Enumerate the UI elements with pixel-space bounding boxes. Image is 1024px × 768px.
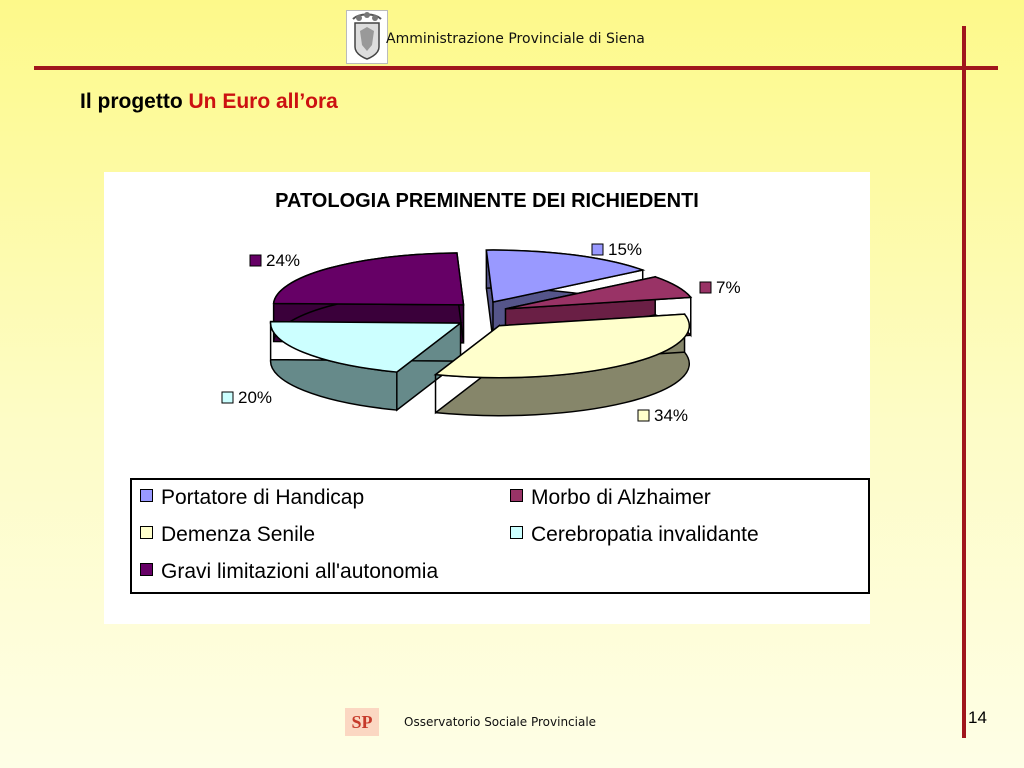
footer-observatory: Osservatorio Sociale Provinciale — [404, 715, 597, 729]
legend-label: Morbo di Alzhaimer — [531, 486, 711, 509]
legend-item-cerebropatia: Cerebropatia invalidante — [510, 523, 759, 547]
data-label: 24% — [266, 251, 300, 270]
title-highlight: Un Euro all’ora — [188, 90, 338, 113]
data-label-swatch — [699, 281, 712, 294]
legend-swatch — [510, 526, 523, 539]
chart-legend: Portatore di Handicap Morbo di Alzhaimer… — [130, 478, 870, 594]
data-label-swatch — [637, 409, 650, 422]
pie-slice — [433, 313, 690, 379]
legend-label: Cerebropatia invalidante — [531, 523, 759, 546]
legend-label: Demenza Senile — [161, 523, 316, 546]
page-title: Il progetto Un Euro all’ora — [80, 90, 338, 114]
header-rule — [34, 66, 998, 70]
legend-swatch — [140, 526, 153, 539]
data-label: 7% — [716, 278, 741, 297]
province-crest-logo — [346, 10, 388, 64]
pie-slice — [272, 252, 465, 306]
osp-logo: SP — [345, 708, 379, 736]
data-label: 34% — [654, 406, 688, 425]
legend-label: Gravi limitazioni all'autonomia — [161, 560, 439, 583]
chart-title: PATOLOGIA PREMINENTE DEI RICHIEDENTI — [275, 190, 699, 212]
legend-label: Portatore di Handicap — [161, 486, 365, 509]
legend-item-demenza: Demenza Senile — [140, 523, 315, 547]
pie-slice — [269, 320, 463, 373]
data-label: 20% — [238, 388, 272, 407]
data-label-swatch — [249, 254, 262, 267]
legend-swatch — [140, 563, 153, 576]
legend-item-alzheimer: Morbo di Alzhaimer — [510, 486, 711, 510]
page-number: 14 — [968, 708, 987, 727]
legend-swatch — [140, 489, 153, 502]
legend-item-gravi: Gravi limitazioni all'autonomia — [140, 560, 438, 584]
pie-chart-canvas: PATOLOGIA PREMINENTE DEI RICHIEDENTI 15%… — [221, 190, 741, 425]
legend-swatch — [510, 489, 523, 502]
title-main: Il progetto — [80, 90, 189, 113]
vertical-rule — [962, 26, 966, 738]
data-label: 15% — [608, 240, 642, 259]
legend-item-handicap: Portatore di Handicap — [140, 486, 364, 510]
pie-slice — [485, 249, 646, 303]
header-organization: Amministrazione Provinciale di Siena — [386, 31, 645, 47]
pie-slice — [505, 276, 693, 310]
data-label-swatch — [591, 243, 604, 256]
data-label-swatch — [221, 391, 234, 404]
